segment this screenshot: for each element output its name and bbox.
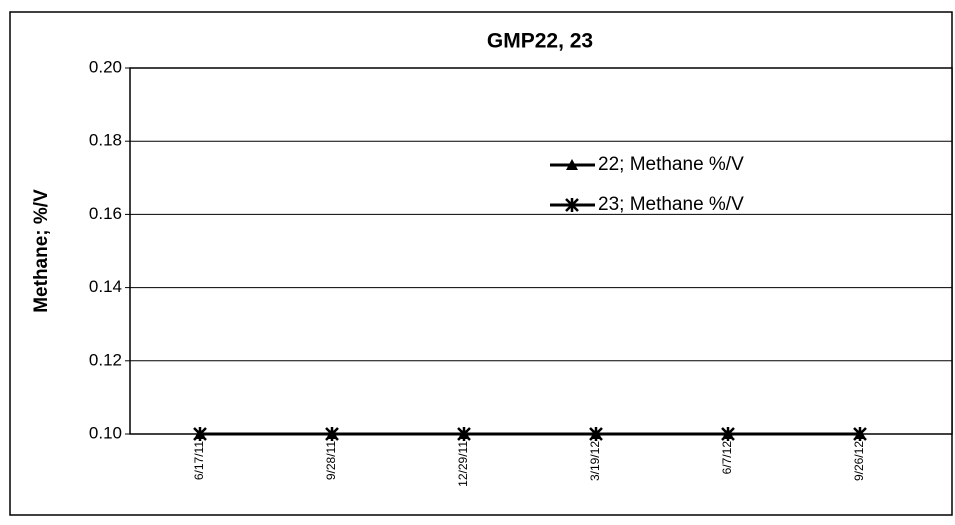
data-point	[721, 427, 735, 441]
x-tick-label: 9/28/11	[324, 441, 338, 480]
y-tick-label: 0.12	[89, 350, 122, 369]
legend-marker	[565, 198, 579, 212]
y-tick-label: 0.20	[89, 57, 122, 76]
y-tick-label: 0.18	[89, 131, 122, 150]
y-tick-label: 0.16	[89, 204, 122, 223]
chart-title: GMP22, 23	[487, 30, 593, 53]
y-tick-label: 0.14	[89, 277, 122, 296]
data-point	[589, 427, 603, 441]
x-tick-label: 9/26/12	[852, 441, 866, 481]
x-tick-label: 3/19/12	[588, 441, 602, 481]
y-tick-label: 0.10	[89, 423, 122, 442]
data-point	[325, 427, 339, 441]
data-point	[853, 427, 867, 441]
x-tick-label: 6/17/11	[192, 441, 206, 480]
y-axis-label: Methane; %/V	[31, 189, 52, 313]
plot-area	[129, 67, 953, 435]
data-point	[457, 427, 471, 441]
data-point	[193, 427, 207, 441]
legend-label: 22; Methane %/V	[598, 154, 744, 175]
legend-label: 23; Methane %/V	[598, 194, 744, 215]
legend-marker	[566, 159, 578, 170]
x-tick-label: 12/29/11	[456, 441, 470, 487]
x-tick-label: 6/7/12	[720, 441, 734, 475]
